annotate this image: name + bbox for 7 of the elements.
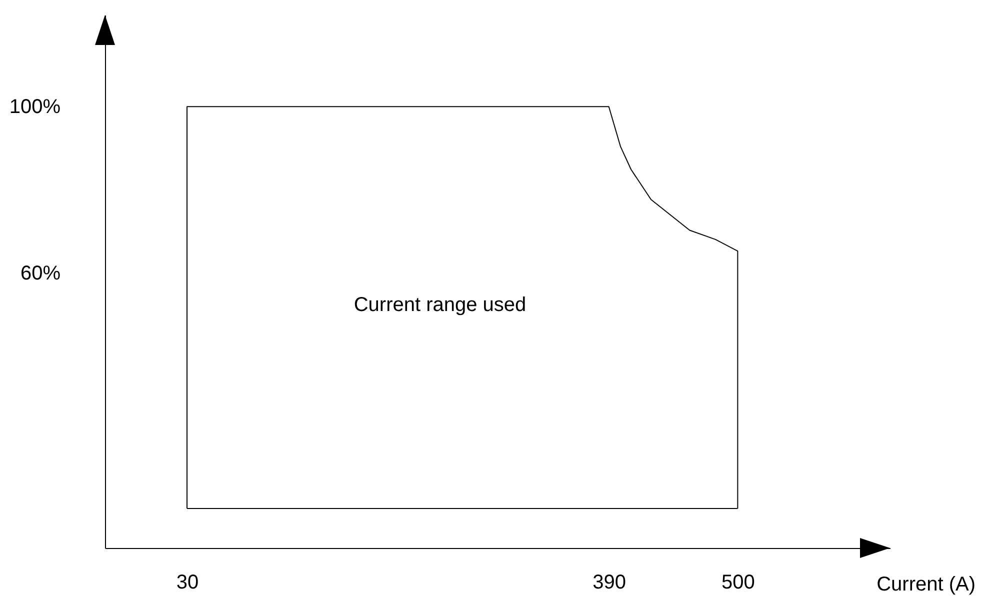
x-tick-label: 500: [722, 572, 755, 594]
annotation: Current range used: [354, 294, 526, 316]
x-tick-label: 390: [592, 572, 626, 594]
x-tick-label: 30: [176, 572, 199, 594]
x-axis-title: Current (A): [876, 574, 976, 596]
y-tick-label: 100%: [9, 96, 61, 118]
y-tick-label: 60%: [20, 262, 61, 285]
